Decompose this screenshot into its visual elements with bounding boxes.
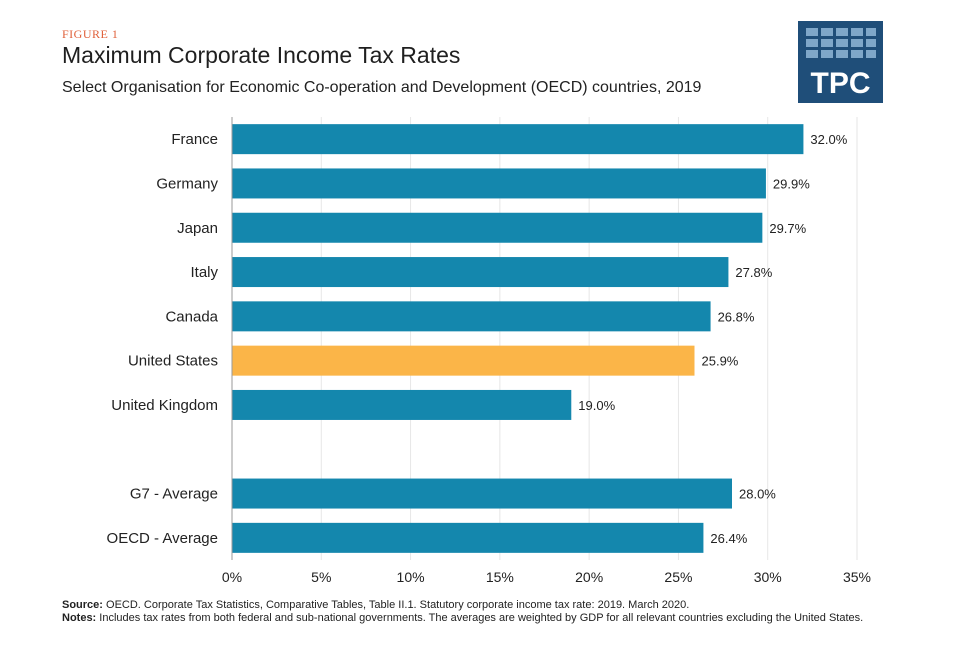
notes-text: Includes tax rates from both federal and… [99,612,864,624]
bar [232,257,729,288]
source-note: Source: OECD. Corporate Tax Statistics, … [62,599,942,625]
category-label: Italy [190,264,218,281]
bar [232,345,695,376]
chart-subtitle: Select Organisation for Economic Co-oper… [62,79,702,96]
category-label: Germany [156,175,218,192]
notes-label: Notes: [62,612,97,624]
data-label: 19.0% [578,398,615,413]
category-label: France [171,131,218,148]
data-label: 25.9% [702,354,739,369]
category-label: United States [128,353,218,370]
bar [232,478,732,509]
category-label: OECD - Average [107,530,218,547]
bar [232,212,763,243]
bar [232,522,704,553]
data-label: 26.8% [718,309,755,324]
category-label: Canada [165,308,218,325]
data-labels: 32.0% 29.9% 29.7% 27.8% 26.8% 25.9% 19.0% 28.0%… [578,132,847,546]
bar [232,124,804,155]
category-label: Japan [177,220,218,237]
figure-label: FIGURE 1 [62,27,119,41]
x-tick-label: 15% [486,569,514,585]
chart-title: Maximum Corporate Income Tax Rates [62,42,461,68]
x-tick-label: 5% [311,569,331,585]
x-axis-ticks: 0% 5% 10% 15% 20% 25% 30% 35% [222,569,871,585]
source-text: OECD. Corporate Tax Statistics, Comparat… [106,599,690,611]
data-label: 27.8% [735,265,772,280]
bar [232,389,572,420]
logo-grid [806,28,876,58]
notes-line: Notes: Includes tax rates from both fede… [62,612,942,625]
data-label: 32.0% [810,132,847,147]
x-tick-label: 20% [575,569,603,585]
x-tick-label: 0% [222,569,242,585]
data-label: 29.7% [769,221,806,236]
logo-text: TPC [811,67,871,100]
tpc-logo: TPC [798,21,883,103]
category-label: United Kingdom [111,397,218,414]
x-tick-label: 30% [754,569,782,585]
x-tick-label: 25% [664,569,692,585]
bars [232,124,804,553]
bar [232,301,711,332]
source-line: Source: OECD. Corporate Tax Statistics, … [62,599,942,612]
category-label: G7 - Average [130,486,218,503]
x-tick-label: 10% [397,569,425,585]
category-labels: France Germany Japan Italy Canada United Stat… [107,131,219,547]
x-tick-label: 35% [843,569,871,585]
data-label: 28.0% [739,487,776,502]
source-label: Source: [62,599,103,611]
bar [232,168,766,199]
data-label: 26.4% [710,531,747,546]
data-label: 29.9% [773,176,810,191]
